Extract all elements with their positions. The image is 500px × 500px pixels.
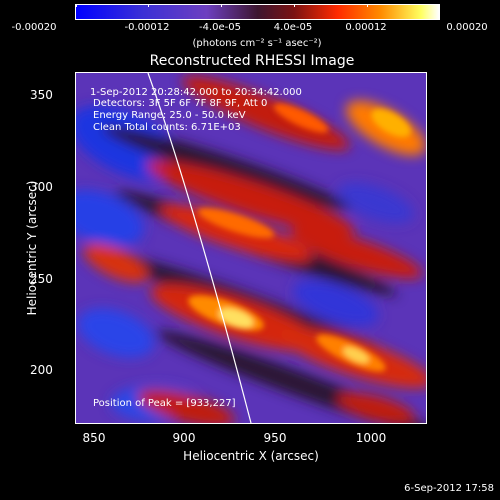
colorbar-label: -4.0e-05 xyxy=(199,22,241,33)
energy-range-text: Energy Range: 25.0 - 50.0 keV xyxy=(93,110,246,121)
solar-limb-line xyxy=(147,73,252,423)
x-tick-label: 900 xyxy=(172,431,196,445)
y-tick-label: 350 xyxy=(30,88,53,102)
clean-counts-text: Clean Total counts: 6.71E+03 xyxy=(93,122,241,133)
image-plot: 1-Sep-2012 20:28:42.000 to 20:34:42.000 … xyxy=(75,72,427,424)
y-tick-label: 200 xyxy=(30,363,53,377)
x-tick-label: 950 xyxy=(263,431,287,445)
colorbar-label: 0.00020 xyxy=(446,22,488,33)
x-tick-label: 1000 xyxy=(355,431,387,445)
colorbar-label: 4.0e-05 xyxy=(273,22,313,33)
colorbar-label: 0.00012 xyxy=(345,22,387,33)
y-axis-label: Heliocentric Y (arcsec) xyxy=(25,180,39,316)
detectors-text: Detectors: 3F 5F 6F 7F 8F 9F, Att 0 xyxy=(93,98,268,109)
colorbar xyxy=(75,4,440,20)
flux-map xyxy=(76,73,426,423)
y-tick-label: 300 xyxy=(30,180,53,194)
x-tick-label: 850 xyxy=(82,431,106,445)
y-tick-label: 250 xyxy=(30,272,53,286)
timestamp: 6-Sep-2012 17:58 xyxy=(404,483,494,494)
time-range-text: 1-Sep-2012 20:28:42.000 to 20:34:42.000 xyxy=(90,87,302,98)
peak-position-text: Position of Peak = [933,227] xyxy=(93,398,236,409)
colorbar-label: -0.00012 xyxy=(124,22,170,33)
x-axis-label: Heliocentric X (arcsec) xyxy=(183,449,319,463)
colorbar-label: -0.00020 xyxy=(11,22,57,33)
colorbar-units: (photons cm⁻² s⁻¹ asec⁻²) xyxy=(192,38,322,49)
image-title: Reconstructed RHESSI Image xyxy=(149,53,355,69)
